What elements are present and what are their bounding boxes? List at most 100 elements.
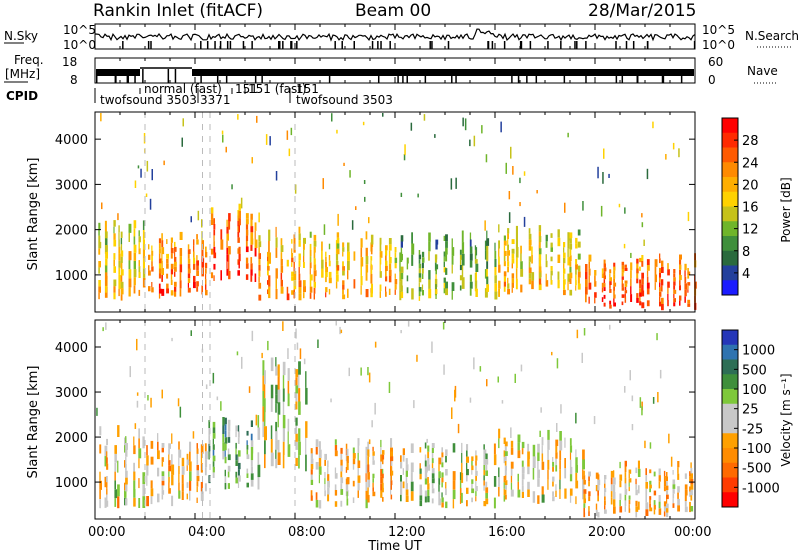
power-cell	[621, 272, 624, 277]
velocity-cell	[262, 406, 266, 422]
velocity-scatter-cell	[539, 430, 541, 437]
colorbar-tick-label: 16	[742, 201, 759, 216]
velocity-cell	[628, 495, 631, 500]
velocity-cell	[334, 501, 338, 507]
velocity-cell	[352, 458, 356, 465]
power-cell	[545, 273, 547, 281]
velocity-scatter-cell	[296, 342, 299, 350]
power-cell	[585, 271, 588, 280]
power-cell	[303, 250, 305, 256]
velocity-cell	[555, 439, 559, 446]
velocity-cell	[367, 479, 371, 488]
power-cell	[158, 238, 161, 244]
velocity-cell	[635, 478, 637, 485]
power-cell	[550, 247, 553, 252]
power-cell	[113, 266, 116, 273]
velocity-cell	[146, 475, 148, 486]
power-cell	[511, 258, 515, 264]
power-cell	[588, 261, 590, 269]
velocity-cell	[517, 434, 521, 443]
power-scatter-cell	[536, 190, 538, 194]
power-cell	[388, 263, 392, 270]
power-cell	[138, 248, 141, 255]
power-cell	[435, 264, 439, 270]
power-cell	[138, 242, 140, 249]
power-cell	[667, 263, 669, 270]
velocity-scatter-cell	[641, 401, 643, 411]
power-cell	[385, 245, 388, 251]
power-scatter-cell	[630, 252, 632, 258]
power-cell	[469, 232, 472, 240]
power-cell	[659, 287, 661, 292]
power-cell	[679, 264, 682, 270]
velocity-cell	[510, 489, 514, 497]
power-cell	[321, 250, 323, 260]
power-cell	[128, 223, 132, 233]
power-cell	[613, 290, 615, 295]
power-cell	[238, 261, 240, 269]
colorbar-tick-label: 1000	[742, 344, 775, 359]
velocity-cell	[569, 459, 572, 467]
velocity-cell	[305, 437, 307, 455]
power-cell	[280, 272, 283, 280]
velocity-cell	[419, 495, 423, 501]
velocity-cell	[204, 443, 207, 452]
power-cell	[98, 286, 101, 293]
cpid-segment-0: twofsound 3503	[100, 93, 197, 107]
velocity-cell	[619, 461, 621, 469]
power-cell	[428, 288, 432, 299]
power-cell	[428, 251, 430, 261]
velocity-cell	[537, 469, 540, 479]
power-cell	[545, 234, 548, 242]
velocity-cell	[628, 469, 632, 474]
power-cell	[105, 251, 108, 259]
power-cell	[133, 228, 136, 237]
velocity-cell	[471, 461, 473, 466]
power-cell	[601, 287, 604, 293]
velocity-cell	[504, 465, 507, 471]
cpid-segment-6: twofsound 3503	[296, 93, 393, 107]
power-cell	[609, 277, 612, 282]
power-cell	[498, 240, 500, 249]
power-cell	[286, 293, 290, 301]
power-cell	[503, 286, 506, 292]
power-scatter-cell	[331, 113, 333, 122]
power-cell	[370, 292, 373, 298]
power-cell	[245, 218, 249, 225]
power-cell	[630, 278, 632, 287]
power-cell	[539, 278, 542, 285]
velocity-cell	[475, 496, 477, 502]
velocity-cell	[628, 504, 630, 509]
velocity-cell	[471, 479, 474, 484]
velocity-cell	[250, 460, 253, 467]
velocity-cell	[475, 480, 477, 486]
power-cell	[538, 231, 541, 239]
velocity-cell	[419, 447, 422, 453]
power-cell	[133, 277, 136, 286]
velocity-cell	[315, 439, 319, 447]
power-cell	[205, 273, 207, 280]
velocity-cell	[575, 472, 578, 481]
power-cell	[193, 245, 195, 252]
velocity-cell	[583, 479, 586, 485]
velocity-cell	[672, 479, 676, 485]
velocity-scatter-cell	[374, 341, 377, 348]
velocity-cell	[270, 357, 274, 372]
velocity-cell	[327, 487, 330, 495]
power-cell	[588, 275, 590, 283]
power-cell	[303, 286, 306, 293]
power-cell	[98, 248, 101, 255]
power-scatter-cell	[505, 162, 507, 174]
power-cell	[238, 203, 241, 211]
power-cell	[347, 251, 350, 261]
velocity-scatter-cell	[457, 423, 460, 434]
velocity-cell	[689, 476, 692, 482]
velocity-cell	[452, 471, 456, 481]
power-cell	[411, 254, 414, 266]
power-cell	[342, 261, 344, 266]
velocity-cell	[390, 485, 392, 495]
power-cell	[528, 233, 532, 240]
velocity-cell	[257, 477, 260, 490]
velocity-cell	[262, 360, 265, 376]
velocity-cell	[138, 498, 141, 508]
